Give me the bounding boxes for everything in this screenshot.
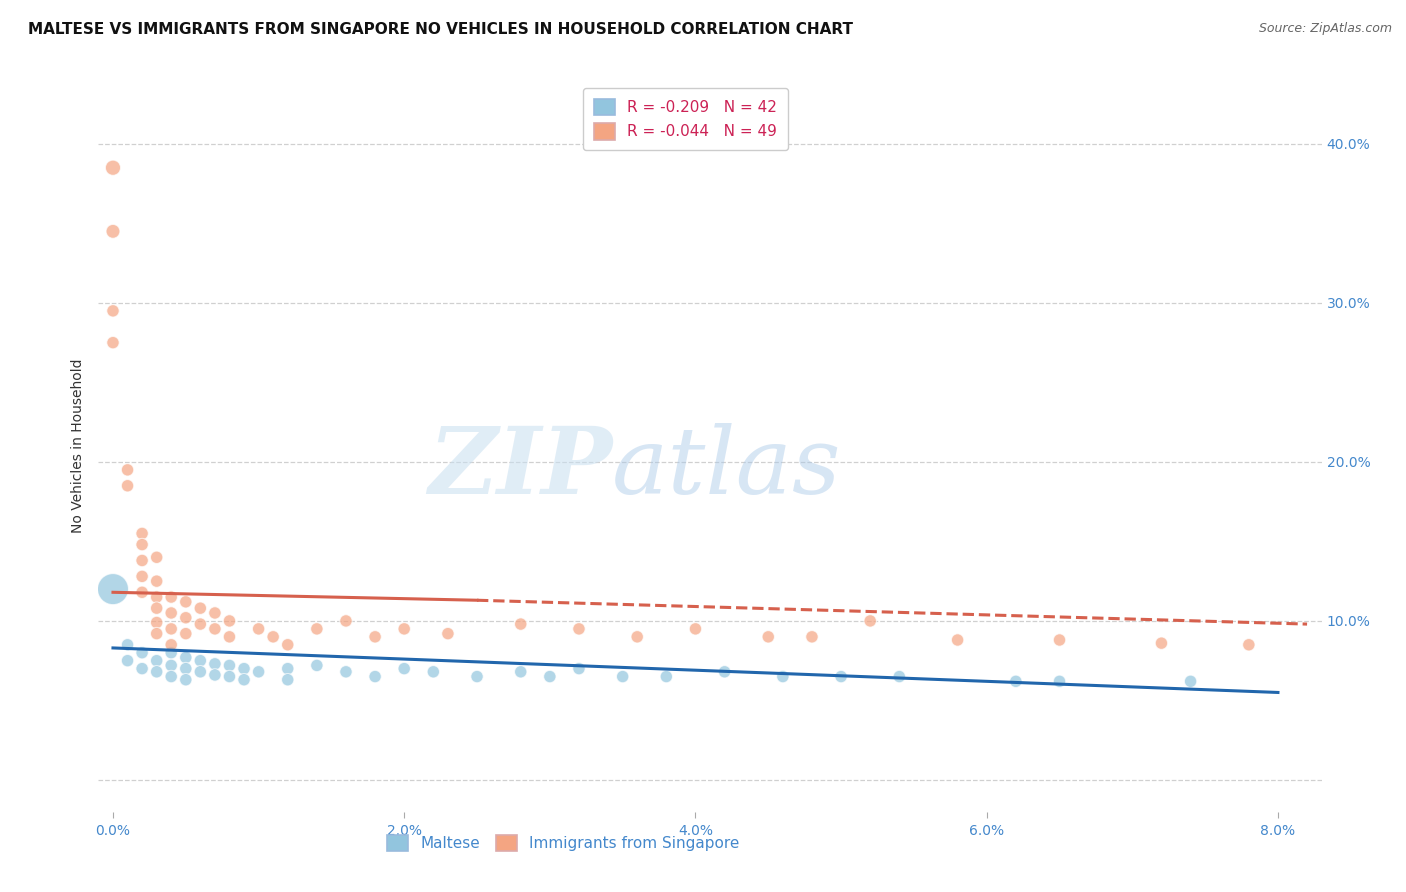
Point bbox=[233, 673, 256, 687]
Point bbox=[1049, 674, 1071, 689]
Point bbox=[131, 553, 153, 567]
Point bbox=[101, 582, 124, 596]
Point bbox=[204, 657, 226, 671]
Point bbox=[145, 590, 167, 604]
Point bbox=[174, 662, 197, 676]
Point bbox=[160, 646, 183, 660]
Point bbox=[188, 617, 212, 632]
Point bbox=[145, 574, 167, 589]
Text: atlas: atlas bbox=[612, 423, 842, 513]
Point bbox=[145, 615, 167, 630]
Point bbox=[145, 665, 167, 679]
Point bbox=[422, 665, 444, 679]
Point bbox=[233, 662, 256, 676]
Point bbox=[174, 626, 197, 640]
Point bbox=[218, 630, 240, 644]
Point bbox=[756, 630, 779, 644]
Point bbox=[364, 630, 387, 644]
Point bbox=[131, 646, 153, 660]
Point bbox=[188, 665, 212, 679]
Point bbox=[101, 224, 124, 238]
Point bbox=[131, 526, 153, 541]
Point bbox=[204, 606, 226, 620]
Point bbox=[131, 585, 153, 599]
Point bbox=[713, 665, 735, 679]
Point bbox=[612, 669, 634, 683]
Point bbox=[889, 669, 911, 683]
Point bbox=[247, 622, 270, 636]
Point bbox=[335, 665, 357, 679]
Point bbox=[204, 622, 226, 636]
Point bbox=[160, 638, 183, 652]
Point bbox=[218, 669, 240, 683]
Point bbox=[160, 658, 183, 673]
Point bbox=[117, 479, 139, 493]
Point bbox=[1180, 674, 1202, 689]
Point bbox=[946, 632, 969, 647]
Point bbox=[101, 303, 124, 318]
Point bbox=[277, 662, 299, 676]
Point bbox=[465, 669, 488, 683]
Point bbox=[305, 622, 328, 636]
Point bbox=[145, 626, 167, 640]
Point bbox=[117, 638, 139, 652]
Legend: Maltese, Immigrants from Singapore: Maltese, Immigrants from Singapore bbox=[380, 827, 747, 859]
Point bbox=[101, 335, 124, 350]
Point bbox=[277, 638, 299, 652]
Point bbox=[568, 622, 591, 636]
Point bbox=[218, 658, 240, 673]
Text: ZIP: ZIP bbox=[427, 423, 612, 513]
Point bbox=[538, 669, 561, 683]
Point bbox=[117, 654, 139, 668]
Point bbox=[305, 658, 328, 673]
Point bbox=[392, 662, 416, 676]
Point bbox=[1150, 636, 1173, 650]
Point bbox=[1237, 638, 1260, 652]
Point bbox=[117, 463, 139, 477]
Point bbox=[204, 668, 226, 682]
Point bbox=[277, 673, 299, 687]
Point bbox=[364, 669, 387, 683]
Point bbox=[1004, 674, 1026, 689]
Point bbox=[145, 601, 167, 615]
Point bbox=[160, 606, 183, 620]
Point bbox=[160, 590, 183, 604]
Point bbox=[437, 626, 460, 640]
Point bbox=[568, 662, 591, 676]
Point bbox=[145, 654, 167, 668]
Text: MALTESE VS IMMIGRANTS FROM SINGAPORE NO VEHICLES IN HOUSEHOLD CORRELATION CHART: MALTESE VS IMMIGRANTS FROM SINGAPORE NO … bbox=[28, 22, 853, 37]
Point bbox=[174, 650, 197, 665]
Point bbox=[188, 654, 212, 668]
Point bbox=[174, 595, 197, 609]
Point bbox=[685, 622, 707, 636]
Point bbox=[131, 662, 153, 676]
Point bbox=[772, 669, 794, 683]
Point bbox=[188, 601, 212, 615]
Point bbox=[101, 161, 124, 175]
Point bbox=[655, 669, 678, 683]
Point bbox=[626, 630, 648, 644]
Point bbox=[830, 669, 852, 683]
Point bbox=[218, 614, 240, 628]
Point bbox=[145, 550, 167, 565]
Point bbox=[160, 669, 183, 683]
Y-axis label: No Vehicles in Household: No Vehicles in Household bbox=[72, 359, 86, 533]
Point bbox=[509, 665, 531, 679]
Point bbox=[174, 673, 197, 687]
Point bbox=[392, 622, 416, 636]
Text: Source: ZipAtlas.com: Source: ZipAtlas.com bbox=[1258, 22, 1392, 36]
Point bbox=[262, 630, 284, 644]
Point bbox=[247, 665, 270, 679]
Point bbox=[859, 614, 882, 628]
Point bbox=[335, 614, 357, 628]
Point bbox=[174, 611, 197, 625]
Point bbox=[1049, 632, 1071, 647]
Point bbox=[160, 622, 183, 636]
Point bbox=[800, 630, 823, 644]
Point bbox=[509, 617, 531, 632]
Point bbox=[131, 538, 153, 552]
Point bbox=[131, 569, 153, 583]
